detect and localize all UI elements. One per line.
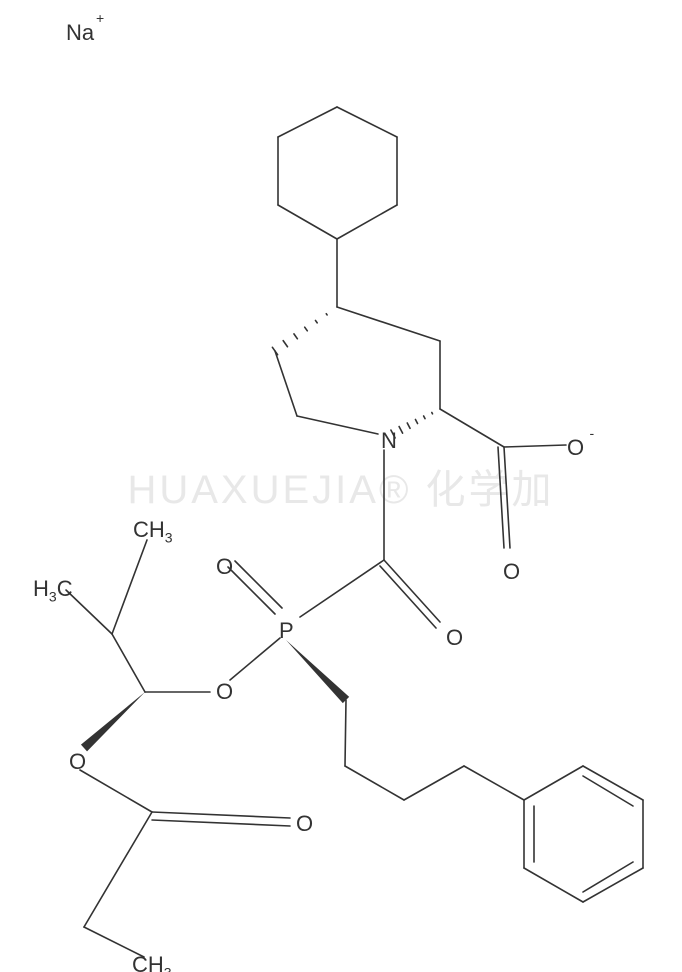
atom-label-o_est2: O	[296, 811, 313, 837]
atom-label-o_c1: O	[446, 625, 463, 651]
atom-label-o_c2: O	[503, 559, 520, 585]
atom-label-p: P	[279, 618, 294, 644]
atom-label-o_min: O-	[567, 435, 584, 461]
bond-layer	[0, 0, 682, 972]
atom-label-o_pop: O	[216, 679, 233, 705]
chemical-structure-diagram: { "molecule": { "watermark_text": "HUAXU…	[0, 0, 682, 972]
atom-label-na: Na+	[66, 20, 94, 46]
atom-label-ch3b: H3C	[33, 576, 73, 604]
atom-label-o_est: O	[69, 749, 86, 775]
atom-label-ch3c: CH3	[132, 952, 172, 972]
atom-label-o_po: O	[216, 554, 233, 580]
atom-label-ch3a: CH3	[133, 517, 173, 545]
atom-label-n: N	[381, 428, 397, 454]
